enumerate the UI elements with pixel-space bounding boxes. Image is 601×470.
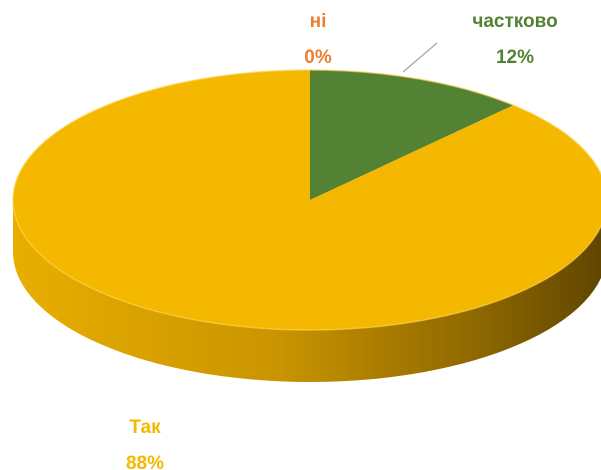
category-label: ні (310, 11, 327, 32)
leader-line (402, 42, 438, 73)
category-label: Так (129, 417, 161, 438)
slice-side (13, 200, 601, 382)
pie-rim (12, 69, 601, 331)
value-label: 88% (126, 453, 164, 470)
value-label: 12% (496, 47, 534, 68)
slice (13, 70, 601, 330)
slice (310, 70, 514, 200)
category-label: частково (472, 11, 557, 32)
value-label: 0% (304, 47, 332, 68)
